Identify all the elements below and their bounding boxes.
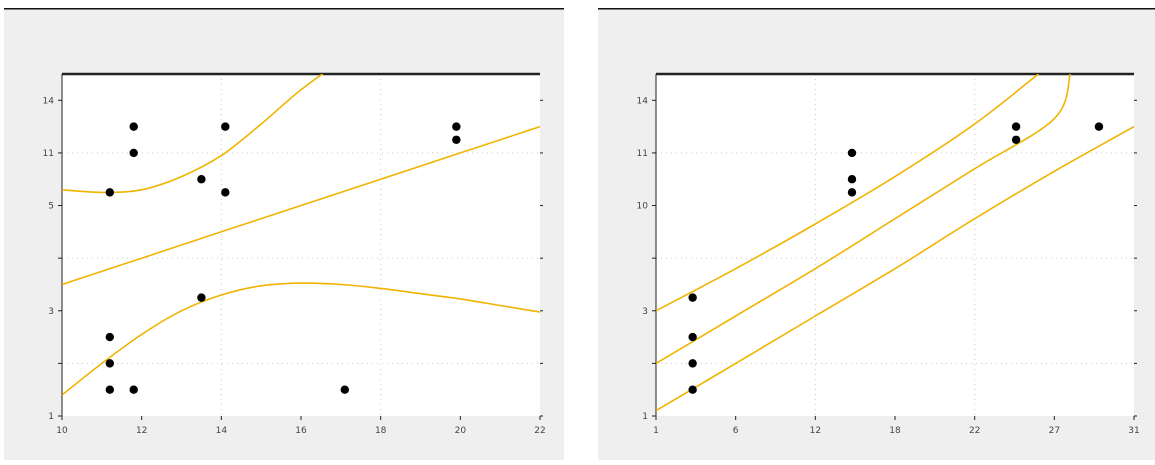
chart-panel-right: 1 3 10 11 14 1 6 12 18 22 27 31 (598, 8, 1155, 460)
data-point (847, 175, 857, 184)
x-tick-label: 18 (375, 426, 387, 436)
x-tick-label: 16 (295, 426, 307, 436)
data-point (105, 188, 115, 197)
x-tick-label: 22 (534, 426, 545, 436)
y-tick-label: 3 (642, 307, 648, 317)
fit-curve (656, 125, 1134, 412)
data-point (129, 148, 138, 158)
fit-curve (62, 282, 540, 396)
y-tick-label: 14 (43, 96, 55, 106)
y-tick-label: 1 (48, 412, 54, 422)
x-tick-label: 12 (136, 426, 147, 436)
data-point (197, 293, 206, 302)
chart-panel-left: 1 3 5 11 14 10 12 14 16 18 20 22 (4, 8, 564, 460)
plot-area (656, 74, 1134, 416)
y-tick-label: 3 (48, 307, 54, 317)
data-point (452, 135, 461, 144)
data-point (1011, 122, 1021, 131)
data-point (105, 359, 115, 368)
x-tick-label: 12 (810, 426, 821, 436)
data-point (688, 293, 697, 302)
y-tick-label: 1 (642, 412, 648, 422)
y-tick-label: 14 (637, 96, 649, 106)
data-point (340, 385, 350, 394)
data-point (1011, 135, 1021, 144)
x-tick-label: 6 (733, 426, 739, 436)
chart-left: 1 3 5 11 14 10 12 14 16 18 20 22 (4, 8, 564, 460)
y-tick-label: 10 (637, 202, 649, 212)
data-point (688, 332, 697, 342)
data-point (221, 188, 230, 197)
data-point (847, 188, 857, 197)
fit-curve (656, 74, 1039, 312)
x-tick-label: 10 (56, 426, 68, 436)
x-tick-label: 27 (1049, 426, 1060, 436)
data-point (452, 122, 461, 131)
data-point (221, 122, 230, 131)
fit-curve (62, 125, 540, 286)
data-point (105, 385, 115, 394)
x-tick-label: 18 (889, 426, 901, 436)
data-point (688, 359, 697, 368)
plot-area (62, 74, 540, 416)
data-point (129, 122, 138, 131)
fit-curve (62, 74, 324, 194)
data-point (1094, 122, 1104, 131)
y-tick-label: 11 (43, 149, 54, 159)
y-tick-label: 5 (48, 202, 54, 212)
fit-curve (656, 74, 1072, 365)
data-point (197, 175, 206, 184)
data-point (105, 332, 115, 342)
data-point (688, 385, 697, 394)
x-tick-label: 22 (969, 426, 980, 436)
y-tick-label: 11 (637, 149, 648, 159)
chart-right: 1 3 10 11 14 1 6 12 18 22 27 31 (598, 8, 1155, 460)
data-point (847, 148, 857, 158)
x-tick-label: 1 (653, 426, 659, 436)
data-point (129, 385, 138, 394)
x-tick-label: 20 (455, 426, 467, 436)
x-tick-label: 14 (216, 426, 228, 436)
x-tick-label: 31 (1128, 426, 1139, 436)
